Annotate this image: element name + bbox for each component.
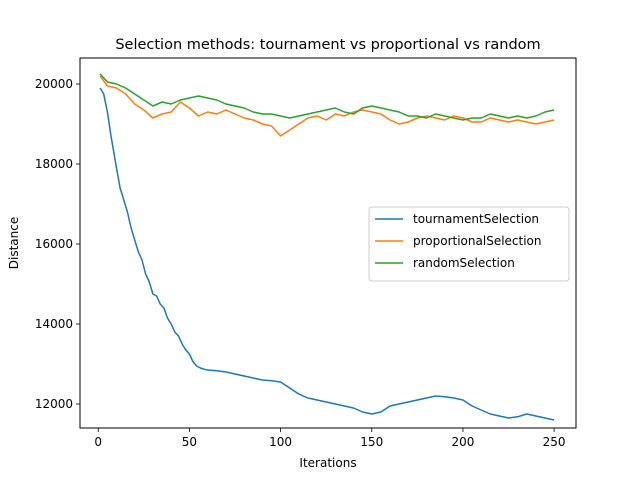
x-tick-label-150: 150 bbox=[360, 435, 383, 449]
legend-label-tournamentSelection: tournamentSelection bbox=[413, 212, 539, 226]
y-tick-label-12000: 12000 bbox=[35, 397, 73, 411]
y-axis: 12000 14000 16000 18000 20000 bbox=[35, 77, 80, 411]
series-line-randomSelection bbox=[99, 73, 555, 121]
legend-box bbox=[368, 206, 570, 282]
series-line-tournamentSelection bbox=[99, 87, 555, 421]
x-tick-label-200: 200 bbox=[451, 435, 474, 449]
y-tick-label-16000: 16000 bbox=[35, 237, 73, 251]
x-tick-label-100: 100 bbox=[269, 435, 292, 449]
series-line-proportionalSelection bbox=[99, 75, 555, 137]
legend-label-proportionalSelection: proportionalSelection bbox=[413, 234, 542, 248]
chart-title: Selection methods: tournament vs proport… bbox=[115, 37, 540, 53]
y-tick-label-18000: 18000 bbox=[35, 157, 73, 171]
legend-label-randomSelection: randomSelection bbox=[413, 256, 515, 270]
x-axis-title: Iterations bbox=[299, 456, 356, 470]
x-tick-label-250: 250 bbox=[543, 435, 566, 449]
y-tick-label-20000: 20000 bbox=[35, 77, 73, 91]
x-tick-label-0: 0 bbox=[94, 435, 102, 449]
y-tick-label-14000: 14000 bbox=[35, 317, 73, 331]
x-tick-label-50: 50 bbox=[182, 435, 197, 449]
x-axis: 0 50 100 150 200 250 bbox=[94, 428, 566, 449]
series-group bbox=[99, 73, 555, 421]
plot-frame bbox=[79, 57, 577, 429]
legend: tournamentSelection proportionalSelection… bbox=[368, 206, 570, 282]
plot-area bbox=[79, 57, 577, 429]
y-axis-title: Distance bbox=[7, 217, 21, 269]
